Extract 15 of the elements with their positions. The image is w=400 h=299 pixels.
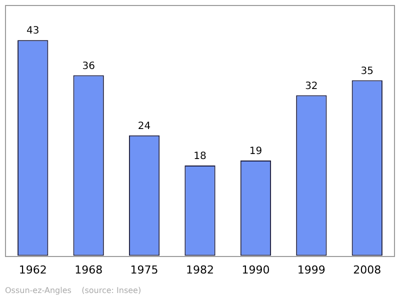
x-tick-label: 2008 [353, 263, 382, 276]
data-label: 18 [194, 151, 206, 162]
data-label: 32 [305, 80, 318, 92]
x-tick-label: 1975 [130, 263, 158, 276]
x-tick-label: 1999 [297, 263, 326, 276]
data-label: 35 [360, 66, 374, 77]
x-tick-label: 1982 [186, 263, 214, 276]
text: Ossun-ez-Angles (source: Insee) [5, 286, 142, 295]
x-tick-label: 1990 [242, 263, 270, 276]
x-tick-label: 1968 [74, 263, 103, 276]
data-label: 36 [82, 60, 95, 72]
data-label: 24 [138, 121, 151, 132]
data-label: 19 [249, 146, 262, 158]
data-label: 43 [26, 26, 40, 37]
x-tick-label: 1962 [18, 263, 47, 276]
